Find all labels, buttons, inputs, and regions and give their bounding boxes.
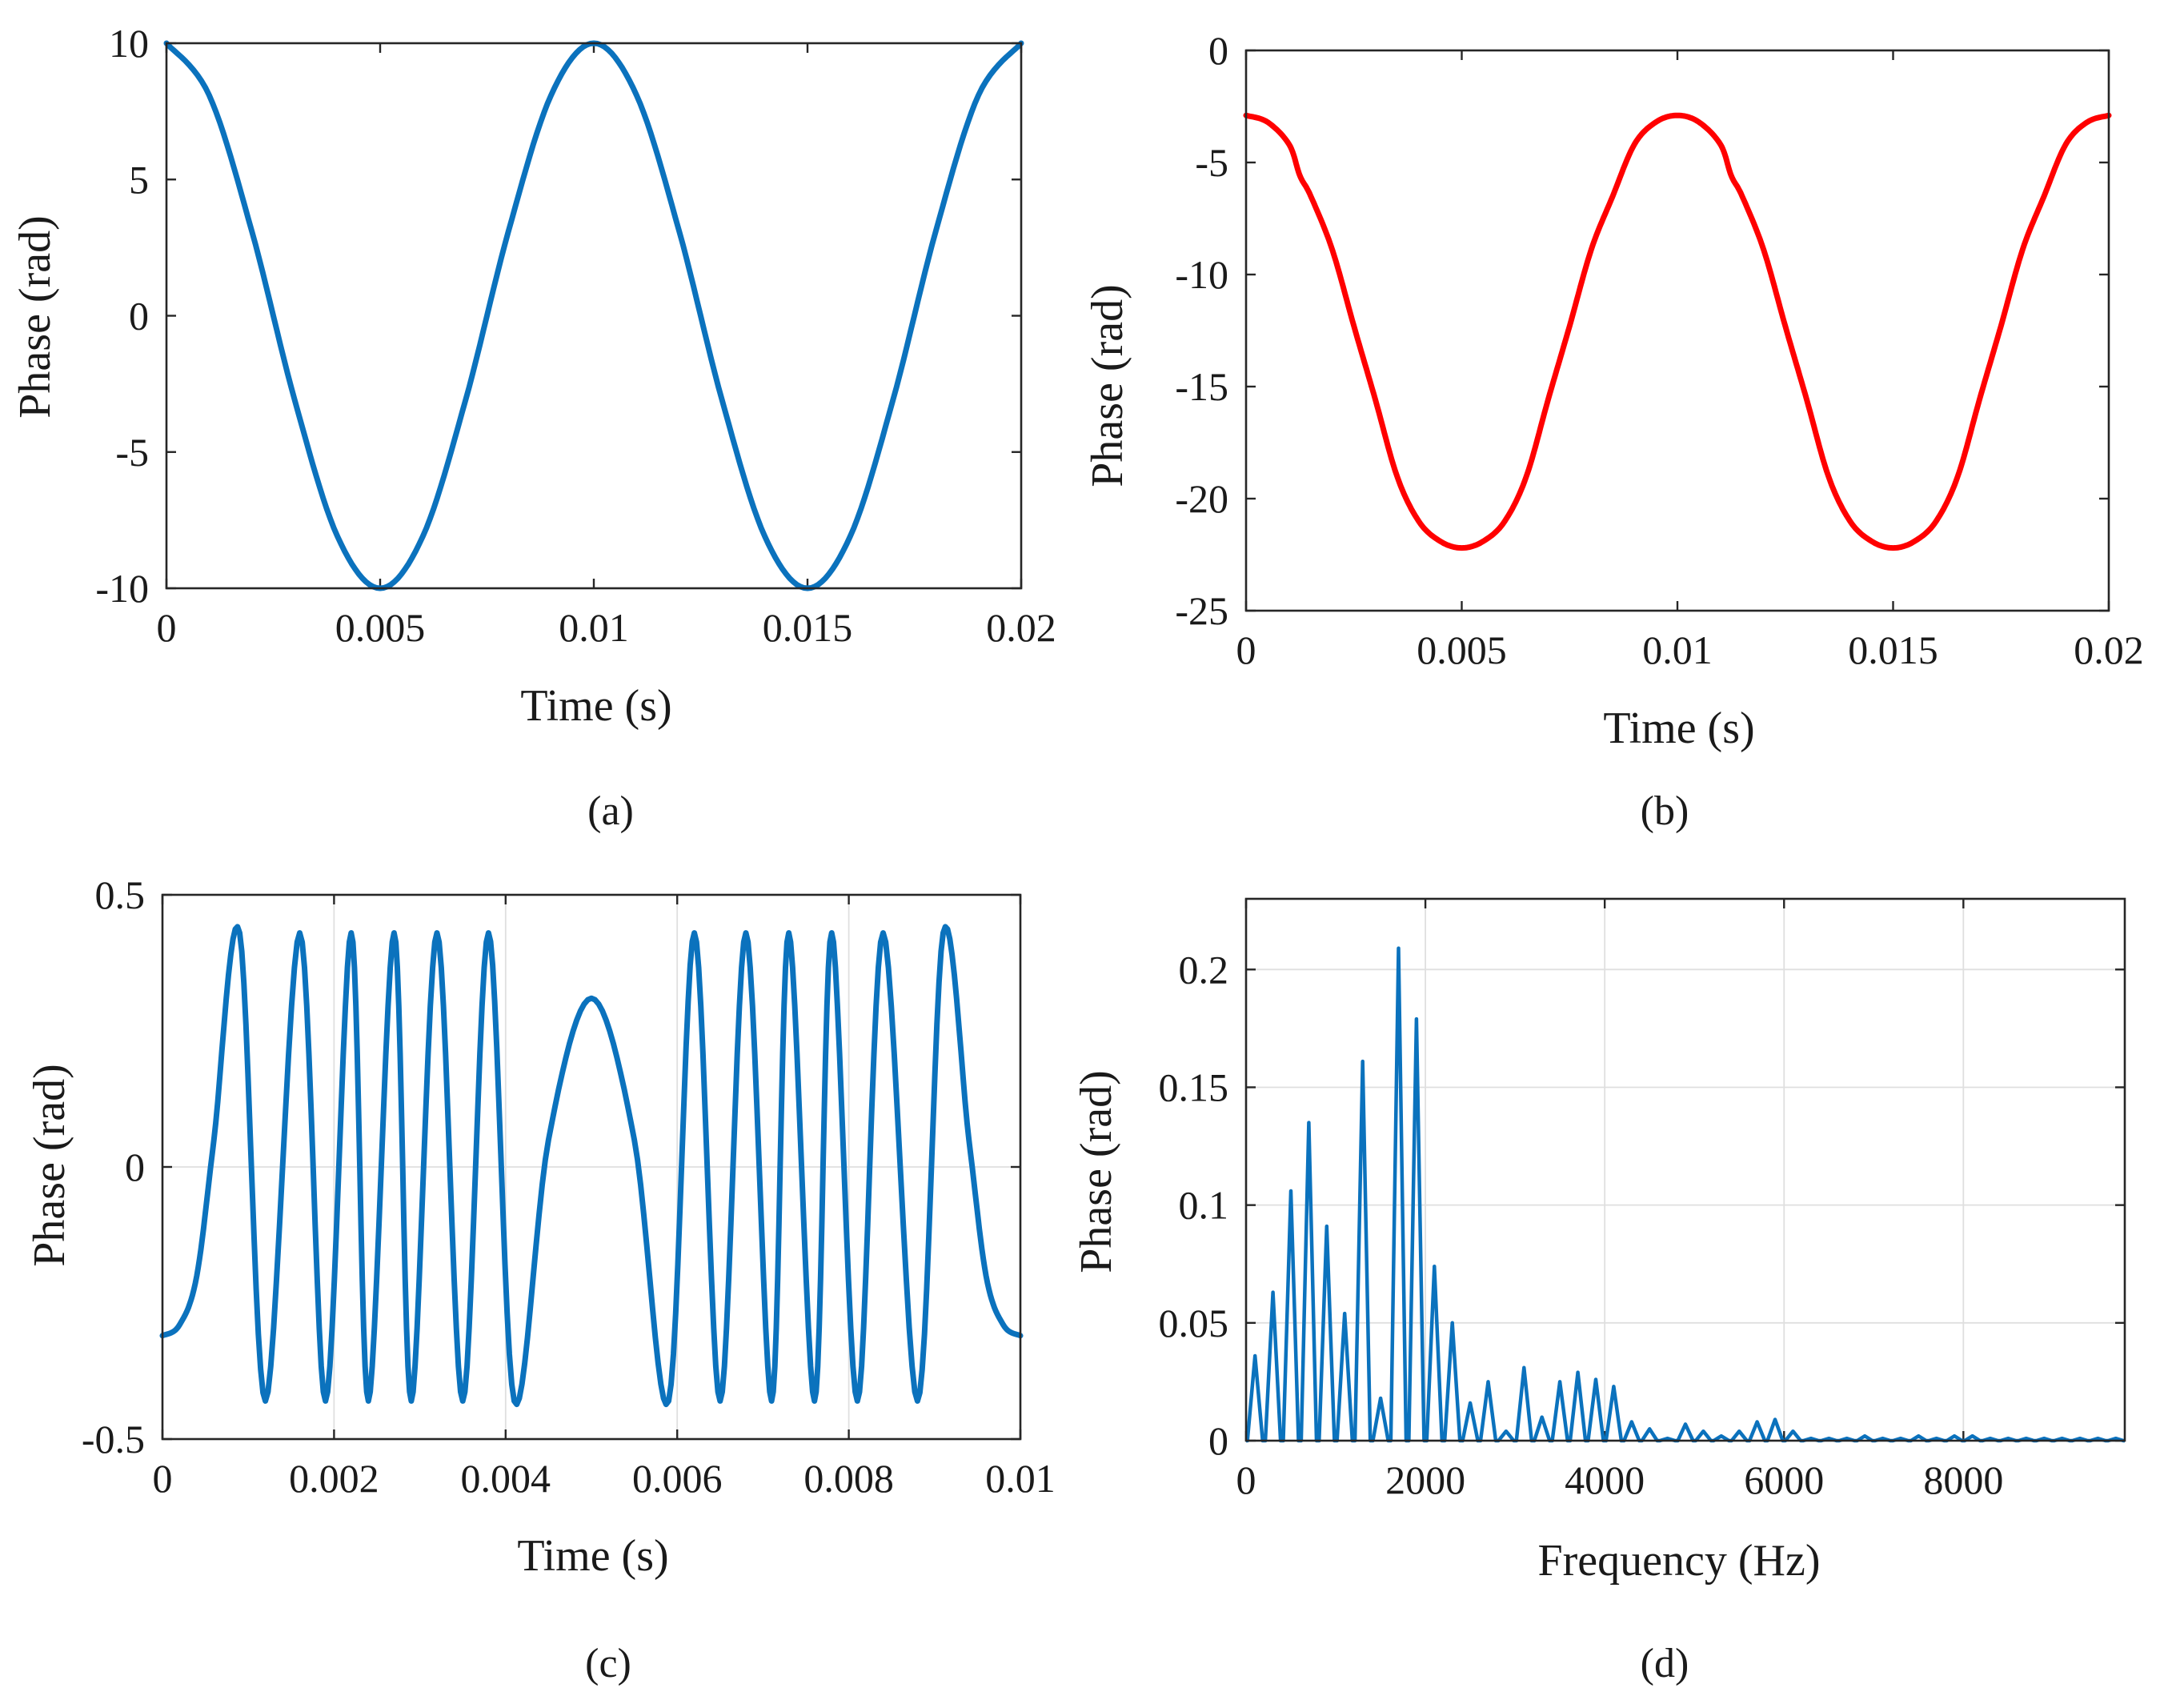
panel-c-x-tick-label: 0.002: [289, 1456, 379, 1501]
panel-d-x-tick-label: 0: [1236, 1457, 1256, 1502]
panel-b-xlabel: Time (s): [1603, 704, 1754, 753]
panel-c-series-line: [159, 924, 1024, 1408]
panel-b-x-tick-label: 0.01: [1642, 627, 1713, 672]
panel-b-y-tick-label: -25: [1175, 588, 1228, 633]
panel-a: 0 0.005 0.01 0.015 0.02 -10 -5 0 5 10: [95, 21, 1056, 650]
panel-d-x-tick-label: 6000: [1744, 1457, 1824, 1502]
panel-c-ylabel: Phase (rad): [25, 1064, 74, 1266]
panel-b-x-tick-label: 0.015: [1848, 627, 1938, 672]
panel-c-y-tick-label: 0: [125, 1145, 145, 1189]
panel-c-x-tick-label: 0: [153, 1456, 173, 1501]
panel-d-y-tick-label: 0: [1208, 1418, 1228, 1463]
panel-c-x-tick-label: 0.01: [985, 1456, 1056, 1501]
panel-b-y-tick-label: 0: [1208, 28, 1228, 73]
panel-b-y-tick-label: -20: [1175, 476, 1228, 521]
panel-c-x-tick-label: 0.008: [803, 1456, 894, 1501]
panel-a-y-tick-label: 5: [129, 157, 149, 202]
panel-d-x-tick-label: 4000: [1565, 1457, 1645, 1502]
panel-d-plot-frame: [1244, 897, 2126, 1442]
panel-b-caption: (b): [1641, 788, 1689, 834]
panel-b-x-tick-label: 0: [1236, 627, 1256, 672]
panel-a-y-tick-label: 0: [129, 294, 149, 339]
panel-c-plot-frame: [161, 893, 1022, 1441]
panel-b-y-tick-label: -15: [1175, 364, 1228, 409]
panel-a-ylabel: Phase (rad): [10, 215, 60, 418]
panel-a-x-tick-label: 0.01: [559, 605, 629, 650]
panel-d-caption: (d): [1641, 1641, 1689, 1686]
panel-c: 0 0.002 0.004 0.006 0.008 0.01-0.500.5: [82, 872, 1056, 1501]
panel-d-x-tick-label: 8000: [1923, 1457, 2003, 1502]
panel-b-x-tick-label: 0.02: [2074, 627, 2144, 672]
panel-c-x-tick-label: 0.004: [461, 1456, 551, 1501]
panel-a-y-tick-label: -5: [115, 430, 149, 475]
panel-d: 0 2000 4000 6000 8000 0 0.05 0.1 0.15 0.2: [1159, 897, 2126, 1502]
panel-c-x-tick-label: 0.006: [632, 1456, 723, 1501]
panel-b-y-tick-label: -5: [1195, 140, 1228, 185]
panel-d-y-tick-label: 0.15: [1159, 1064, 1229, 1109]
panel-a-plot-frame: [165, 42, 1023, 590]
panel-b-x-tick-label: 0.005: [1417, 627, 1507, 672]
panel-a-x-tick-label: 0.005: [335, 605, 426, 650]
panel-b-y-tick-label: -10: [1175, 252, 1228, 297]
panel-c-caption: (c): [585, 1641, 631, 1686]
panel-d-ylabel: Phase (rad): [1072, 1070, 1121, 1273]
panel-b-series-line: [1243, 112, 2112, 551]
panel-a-y-tick-label: 10: [109, 21, 149, 66]
panel-b: 0 0.005 0.01 0.015 0.02 -25 -20 -15 -10 -5 0: [1175, 28, 2143, 672]
panel-c-y-tick-label: -0.5: [82, 1417, 145, 1461]
panel-c-y-tick-label: 0.5: [95, 872, 146, 917]
panel-d-y-tick-label: 0.2: [1179, 947, 1229, 992]
panel-a-x-tick-label: 0: [157, 605, 177, 650]
panel-d-x-tick-label: 2000: [1385, 1457, 1465, 1502]
panel-d-y-tick-label: 0.05: [1159, 1301, 1229, 1345]
panel-a-y-tick-label: -10: [95, 566, 149, 611]
panel-b-ylabel: Phase (rad): [1083, 284, 1132, 487]
panel-d-y-tick-label: 0.1: [1179, 1183, 1229, 1228]
panel-a-x-tick-label: 0.02: [986, 605, 1056, 650]
panel-d-xlabel: Frequency (Hz): [1538, 1536, 1821, 1586]
panel-b-plot-frame: [1244, 49, 2110, 612]
panel-c-xlabel: Time (s): [517, 1531, 668, 1581]
panel-a-xlabel: Time (s): [520, 681, 671, 731]
panel-a-caption: (a): [587, 788, 634, 834]
panel-a-x-tick-label: 0.015: [763, 605, 853, 650]
